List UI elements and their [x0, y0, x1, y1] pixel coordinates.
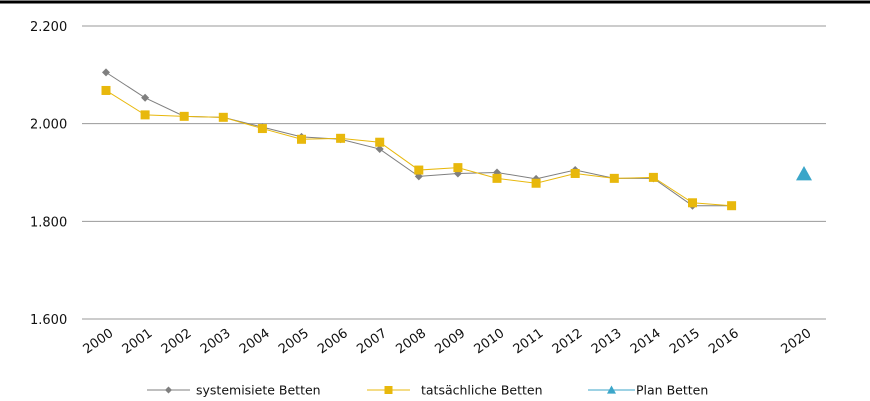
data-point [492, 173, 502, 183]
data-point [336, 133, 346, 143]
x-tick-label: 2004 [237, 326, 273, 357]
x-tick-label: 2016 [706, 326, 742, 357]
y-tick-label: 1.800 [30, 215, 67, 230]
data-point [648, 172, 658, 182]
data-point [297, 134, 306, 144]
data-point [453, 163, 463, 173]
data-point [375, 145, 384, 154]
data-point [375, 137, 385, 147]
x-tick-label: 2008 [393, 326, 429, 357]
data-point [727, 201, 737, 211]
legend-label: Plan Betten [636, 383, 708, 398]
series-line [105, 90, 732, 207]
data-point [140, 110, 150, 120]
data-point [257, 124, 267, 134]
x-tick-label: 2014 [628, 326, 664, 357]
legend-label: tatsächliche Betten [421, 383, 543, 398]
x-tick-label: 2012 [550, 326, 586, 357]
legend-label: systemisiete Betten [196, 383, 321, 398]
x-tick-label: 2001 [120, 326, 156, 357]
x-tick-label: 2003 [198, 326, 234, 357]
data-point [101, 85, 111, 95]
x-tick-label: 2015 [667, 326, 703, 357]
data-point [102, 68, 110, 77]
legend-marker [607, 385, 616, 394]
legend-item-3: Plan Betten [588, 383, 708, 398]
data-point [796, 165, 812, 181]
x-tick-label: 2013 [589, 326, 625, 357]
x-tick-label: 2006 [315, 326, 351, 357]
x-tick-label: 2007 [354, 326, 390, 357]
x-tick-label: 2005 [276, 326, 312, 357]
data-point [570, 168, 580, 178]
y-tick-label: 1.600 [30, 313, 67, 328]
x-tick-label: 2000 [81, 326, 117, 357]
x-tick-label: 2010 [472, 326, 508, 357]
data-point [218, 112, 228, 122]
series-1 [102, 68, 736, 210]
x-axis-tick-labels: 2000 2001 2002 2003 2004 2005 2006 2007 2008 2009… [81, 326, 815, 357]
legend-marker [165, 386, 172, 394]
gridlines [82, 25, 826, 320]
series-2 [101, 85, 737, 211]
series-group [101, 68, 812, 211]
x-tick-label: 2002 [159, 326, 195, 357]
data-point [141, 93, 150, 102]
data-point [179, 111, 189, 121]
y-tick-label: 2.000 [30, 118, 67, 133]
legend-item-1: systemisiete Betten [147, 383, 321, 398]
series-line [105, 71, 732, 207]
x-tick-label: 2009 [432, 326, 468, 357]
data-point [414, 165, 424, 175]
x-tick-label: 2020 [779, 326, 815, 357]
legend-item-2: tatsächliche Betten [367, 383, 543, 398]
data-point [609, 173, 619, 183]
data-point [688, 198, 697, 208]
legend-marker [384, 386, 393, 394]
x-tick-label: 2011 [511, 326, 547, 357]
series-3 [796, 165, 812, 181]
y-axis-tick-labels: 1.600 1.800 2.000 2.200 [30, 20, 67, 328]
y-tick-label: 2.200 [30, 20, 67, 35]
data-point [531, 178, 541, 188]
legend: systemisiete Betten tatsächliche Betten Pl… [147, 383, 708, 398]
